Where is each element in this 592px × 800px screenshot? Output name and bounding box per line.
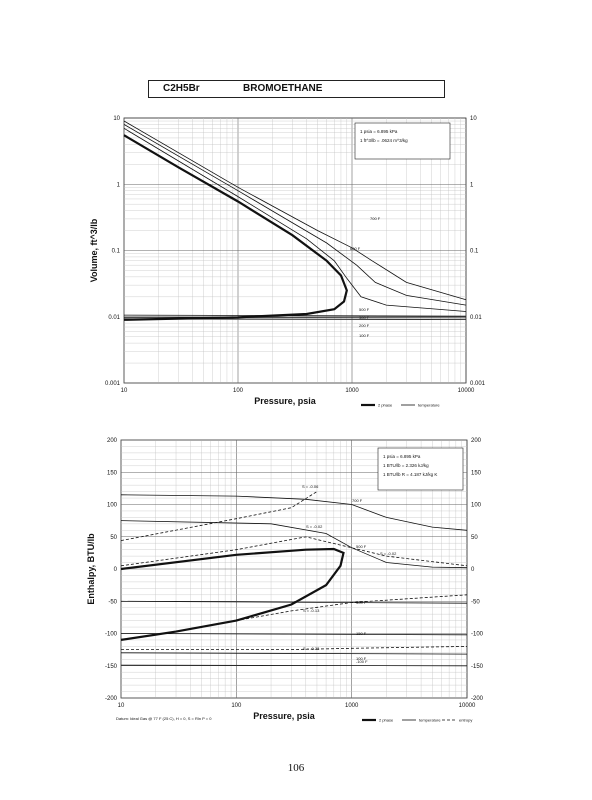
curve-annotation: S = -0.23	[303, 646, 320, 651]
curve-annotation: 500 F	[356, 544, 367, 549]
conversion-note: 1 psia = 6.895 kPa	[383, 454, 421, 459]
series-line	[120, 633, 468, 636]
curve-annotation: 300 F	[356, 600, 367, 605]
curve-annotation: 700 F	[370, 216, 381, 221]
y-tick-label-right: 100	[471, 503, 482, 509]
conversion-note: 1 psia = 6.895 kPa	[360, 129, 398, 134]
y-tick-label-left: 0.1	[112, 249, 121, 255]
y-tick-label-left: 0.001	[105, 381, 121, 387]
series-line	[236, 594, 468, 621]
y-tick-label-left: 10	[113, 116, 120, 122]
series-line	[123, 120, 467, 301]
compound-header-box: C2H5Br BROMOETHANE	[148, 80, 445, 98]
series-line	[123, 124, 467, 306]
series-line	[120, 652, 468, 655]
compound-name: BROMOETHANE	[243, 83, 323, 94]
y-tick-label-right: 50	[471, 535, 478, 541]
y-tick-label-right: 0.01	[470, 315, 482, 321]
y-tick-label-right: 200	[471, 438, 482, 444]
series-line	[121, 646, 468, 650]
y-tick-label-right: 0	[471, 567, 475, 573]
y-tick-label-right: -200	[471, 696, 484, 702]
series-line	[120, 494, 468, 531]
y-tick-label-right: 0.001	[470, 381, 486, 387]
x-tick-label: 10	[121, 388, 128, 394]
y-tick-label-left: -50	[108, 599, 117, 605]
datum-footnote: Datum: Ideal Gas @ 77 F (25 C), H = 0, S…	[116, 716, 212, 721]
series-line	[123, 318, 467, 320]
curve-annotation: S = -0.02	[380, 551, 397, 556]
conversion-note: 1 ft^3/lb = .0624 m^3/kg	[360, 138, 408, 143]
conversion-note: 1 BTU/lb = 2.326 kJ/kg	[383, 463, 429, 468]
legend-label: 2 phase	[379, 718, 394, 723]
x-tick-label: 1000	[345, 388, 359, 394]
y-tick-label-left: -150	[105, 664, 118, 670]
x-tick-label: 100	[233, 388, 244, 394]
y-tick-label-left: 100	[107, 503, 118, 509]
legend-label: 2 phase	[378, 403, 393, 408]
compound-formula: C2H5Br	[163, 83, 200, 94]
series-line	[120, 520, 468, 569]
y-tick-label-left: 200	[107, 438, 118, 444]
curve-annotation: 200 F	[359, 323, 370, 328]
y-tick-label-right: 1	[470, 182, 474, 188]
y-tick-label-right: -100	[471, 632, 484, 638]
legend-label: entropy	[459, 718, 472, 723]
series-line	[120, 664, 468, 667]
conversion-notes-box	[354, 122, 451, 160]
y-tick-label-left: -200	[105, 696, 118, 702]
series-line	[120, 600, 468, 604]
legend-label: temperature	[419, 718, 441, 723]
curve-annotation: 500 F	[359, 307, 370, 312]
y-axis-label: Enthalpy, BTU/lb	[86, 533, 96, 605]
page-number: 106	[287, 762, 305, 774]
y-tick-label-right: -150	[471, 664, 484, 670]
enthalpy-pressure-chart: 10 100 1000 10000-200 -200-150 -150-100 -100-5…	[86, 438, 484, 723]
y-tick-label-right: 150	[471, 470, 482, 476]
curve-annotation: S = -0.02	[306, 524, 323, 529]
legend-label: temperature	[418, 403, 440, 408]
series-line	[120, 491, 318, 541]
curve-annotation: 100 F	[359, 333, 370, 338]
curve-annotation: 100 F	[356, 656, 367, 661]
x-tick-label: 10000	[458, 388, 475, 394]
x-axis-label: Pressure, psia	[254, 396, 317, 406]
series-line	[123, 127, 467, 312]
y-tick-label-right: -50	[471, 599, 480, 605]
y-tick-label-right: 0.1	[470, 249, 479, 255]
curve-annotation: 150 F	[356, 631, 367, 636]
curve-annotation: S = -0.13	[303, 608, 320, 613]
conversion-note: 1 BTU/lb R = 4.187 kJ/kg K	[383, 472, 437, 477]
curve-annotation: 600 F	[350, 246, 361, 251]
x-tick-label: 100	[231, 703, 242, 709]
x-axis-label: Pressure, psia	[253, 711, 316, 721]
x-tick-label: 1000	[345, 703, 359, 709]
y-axis-label: Volume, ft^3/lb	[89, 218, 99, 282]
series-line	[123, 314, 467, 317]
y-tick-label-left: 0.01	[108, 315, 120, 321]
curve-annotation: S = -0.06	[302, 484, 319, 489]
curve-annotation: -100 F	[356, 659, 368, 664]
y-tick-label-left: 0	[114, 567, 118, 573]
curve-annotation: 700 F	[352, 498, 363, 503]
curve-annotation: 300 F	[359, 315, 370, 320]
series-line	[120, 547, 345, 641]
x-tick-label: 10000	[459, 703, 476, 709]
y-tick-label-left: 150	[107, 470, 118, 476]
y-tick-label-left: 50	[110, 535, 117, 541]
x-tick-label: 10	[118, 703, 125, 709]
y-tick-label-right: 10	[470, 116, 477, 122]
y-tick-label-left: -100	[105, 632, 118, 638]
conversion-notes-box	[377, 447, 464, 491]
series-line	[120, 536, 468, 567]
series-line	[123, 316, 467, 319]
series-line	[123, 134, 348, 321]
y-tick-label-left: 1	[117, 182, 121, 188]
